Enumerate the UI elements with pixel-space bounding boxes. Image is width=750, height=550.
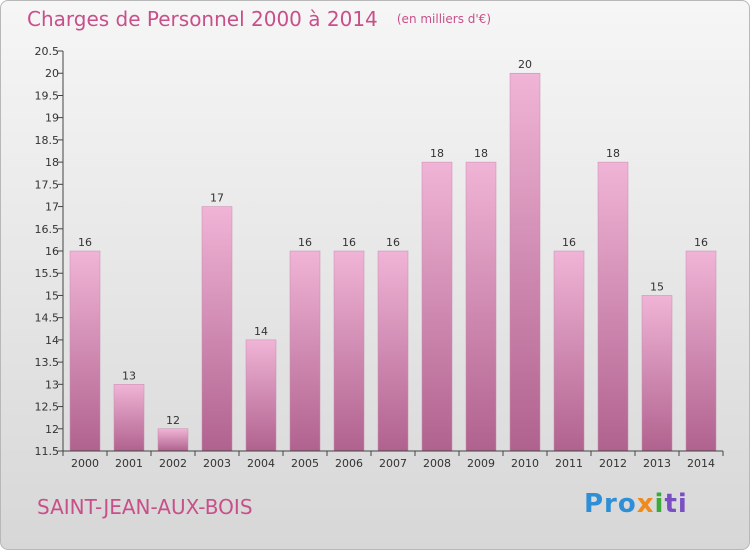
x-tick-label-2000: 2000	[71, 457, 99, 470]
x-tick-label-2003: 2003	[203, 457, 231, 470]
y-tick-label: 16.5	[35, 223, 60, 236]
bar-2007	[377, 250, 409, 452]
bar-2003	[201, 206, 233, 452]
x-tick-label-2013: 2013	[643, 457, 671, 470]
y-tick-label: 13.5	[35, 356, 60, 369]
y-tick-label: 14	[45, 334, 59, 347]
bar-2013	[641, 295, 673, 452]
value-label-2002: 12	[166, 414, 180, 427]
value-label-2011: 16	[562, 236, 576, 249]
y-tick-label: 20	[45, 67, 59, 80]
y-tick-label: 15	[45, 289, 59, 302]
bar-2002	[157, 428, 189, 452]
value-label-2005: 16	[298, 236, 312, 249]
value-label-2007: 16	[386, 236, 400, 249]
bar-2014	[685, 250, 717, 452]
title-row: Charges de Personnel 2000 à 2014 (en mil…	[27, 7, 491, 31]
y-tick-label: 16	[45, 245, 59, 258]
value-label-2000: 16	[78, 236, 92, 249]
value-label-2014: 16	[694, 236, 708, 249]
y-tick-label: 12	[45, 423, 59, 436]
bar-2004	[245, 339, 277, 452]
bar-2008	[421, 161, 453, 452]
y-tick-label: 11.5	[35, 445, 60, 458]
x-tick-label-2012: 2012	[599, 457, 627, 470]
bar-2001	[113, 384, 145, 452]
bar-2009	[465, 161, 497, 452]
x-tick-label-2014: 2014	[687, 457, 715, 470]
chart-title: Charges de Personnel 2000 à 2014	[27, 7, 378, 31]
bar-2000	[69, 250, 101, 452]
bar-2011	[553, 250, 585, 452]
value-label-2012: 18	[606, 147, 620, 160]
y-tick-label: 17.5	[35, 178, 60, 191]
y-tick-label: 20.5	[35, 45, 60, 58]
value-label-2010: 20	[518, 58, 532, 71]
value-label-2001: 13	[122, 369, 136, 382]
value-label-2009: 18	[474, 147, 488, 160]
bar-2005	[289, 250, 321, 452]
x-tick-label-2007: 2007	[379, 457, 407, 470]
x-tick-label-2008: 2008	[423, 457, 451, 470]
value-label-2006: 16	[342, 236, 356, 249]
proxiti-logo[interactable]: Proxiti	[584, 489, 688, 519]
y-axis: 11.5 12 12.5 13 13.5 14 14.5 15 15.5 16 16.5 17 17.5…	[35, 45, 64, 458]
x-tick-label-2002: 2002	[159, 457, 187, 470]
y-tick-label: 18.5	[35, 134, 60, 147]
x-tick-label-2006: 2006	[335, 457, 363, 470]
logo-part-ti: ti	[664, 489, 688, 519]
x-tick-label-2009: 2009	[467, 457, 495, 470]
x-tick-label-2001: 2001	[115, 457, 143, 470]
y-tick-label: 13	[45, 378, 59, 391]
x-axis: 2000 2001 2002 2003 2004 2005 2006 2007 2008 2009…	[62, 450, 724, 470]
logo-part-pro: Pro	[584, 489, 637, 519]
unit-note: (en milliers d'€)	[396, 12, 491, 26]
y-tick-label: 12.5	[35, 401, 60, 414]
bar-2012	[597, 161, 629, 452]
bar-2010	[509, 72, 541, 452]
value-label-2004: 14	[254, 325, 268, 338]
x-tick-label-2011: 2011	[555, 457, 583, 470]
x-tick-label-2010: 2010	[511, 457, 539, 470]
y-tick-label: 18	[45, 156, 59, 169]
value-label-2008: 18	[430, 147, 444, 160]
logo-part-x: x	[636, 489, 655, 519]
y-tick-label: 17	[45, 201, 59, 214]
y-tick-label: 14.5	[35, 312, 60, 325]
y-tick-label: 15.5	[35, 267, 60, 280]
value-label-2013: 15	[650, 280, 664, 293]
value-label-2003: 17	[210, 192, 224, 205]
x-tick-label-2004: 2004	[247, 457, 275, 470]
y-tick-label: 19.5	[35, 89, 60, 102]
bars-group: 16 13 12 17 14 16 16 16 18 18 20 16 18 15 16	[69, 58, 717, 452]
y-tick-label: 19	[45, 112, 59, 125]
x-tick-label-2005: 2005	[291, 457, 319, 470]
city-name: SAINT-JEAN-AUX-BOIS	[37, 495, 253, 519]
logo-part-i: i	[654, 489, 665, 519]
bar-2006	[333, 250, 365, 452]
